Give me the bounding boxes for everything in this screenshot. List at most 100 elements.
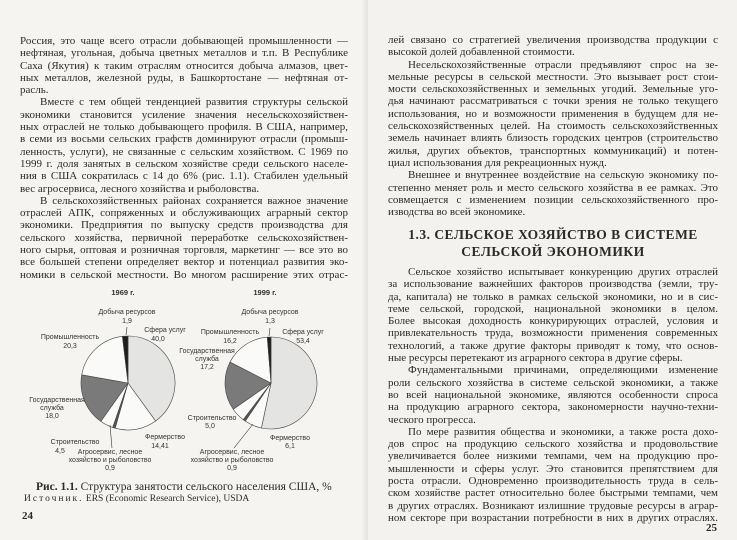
slice-services [261, 336, 318, 430]
text-line: дья начинают рассматриваться с точки зре… [388, 95, 718, 108]
value-farming: 6,1 [285, 443, 295, 450]
text-line: Более высокая доходность конкурирующих о… [388, 315, 718, 328]
right-body-text-bottom: Сельское хозяйство испытывает конкуренци… [388, 266, 718, 524]
text-line: технологий, а также другие факторы приво… [388, 339, 718, 352]
text-line: земель начинает влиять близость городски… [388, 132, 718, 145]
figure-source: Источник. ERS (Economic Research Service… [24, 494, 249, 504]
slice-industry [229, 336, 272, 384]
text-line: расль. [20, 84, 49, 97]
right-page: лей связано со стратегией увеличения про… [368, 0, 737, 540]
figure-caption-text: Структура занятости сельского населения … [80, 481, 332, 493]
pie-charts [80, 326, 318, 449]
slice-services [127, 335, 176, 422]
text-line: ные ресурсы перетекают из аграрного сект… [388, 352, 683, 365]
pie-1999-title: 1999 г. [253, 288, 277, 297]
value-services: 53,4 [296, 338, 310, 345]
text-line: номики в сельской местности. Во многом р… [20, 268, 348, 281]
value-agro: 0,9 [227, 465, 237, 472]
text-line: в других отраслях. Возникают излишние тр… [388, 499, 718, 512]
label-services: Сфера услуг [144, 327, 186, 334]
value-agro: 0,9 [105, 465, 115, 472]
label-industry: Промышленность [200, 329, 260, 336]
value-industry: 16,2 [223, 338, 237, 345]
value-construction: 5,0 [205, 423, 215, 430]
text-line: роли сельского хозяйства в системе сельс… [388, 376, 718, 389]
text-line: да, капитала) не только в рамках сельско… [388, 290, 718, 303]
pie-1969-title: 1969 г. [111, 288, 135, 297]
source-text: ERS (Economic Research Service), USDA [85, 494, 250, 504]
text-line: ния в США сократилась с 14 до 6% (рис. 1… [20, 170, 348, 183]
text-line: изводства во всей экономике. [388, 206, 526, 219]
text-line: степенно меняет роль и место сельского х… [388, 181, 718, 194]
slice-mining [122, 335, 129, 384]
section-heading-line-1: 1.3. СЕЛЬСКОЕ ХОЗЯЙСТВО В СИСТЕМЕ [408, 227, 698, 242]
slice-mining [266, 336, 272, 384]
label-mining: Добыча ресурсов [241, 309, 299, 316]
slice-government [224, 361, 272, 410]
label-agro-2: хозяйство и рыболовство [190, 457, 274, 464]
text-line: ного сырья, оптовая и розничная торговля… [20, 244, 348, 257]
value-government: 18,0 [45, 413, 59, 420]
text-line: за использование важнейших факторов прои… [388, 278, 718, 291]
text-line: ном секторе при возрастании потребности … [388, 511, 718, 524]
label-agro-2: хозяйство и рыболовство [68, 457, 152, 464]
text-line: ных металлов, железной руды, в Башкортос… [20, 71, 348, 84]
value-construction: 4,5 [55, 448, 65, 455]
text-line: Саха (Якутия) к таким отраслям относится… [20, 59, 348, 72]
text-line: ных отраслей не только добывающего профи… [20, 121, 348, 134]
text-line: Внешнее и внутреннее воздействие на сель… [408, 169, 718, 182]
text-line: жилья, других объектов, транспортных ком… [388, 144, 718, 157]
value-services: 40,0 [151, 336, 165, 343]
leader-line [268, 327, 271, 337]
value-farming: 14,41 [151, 443, 169, 450]
text-line: 1999 г. доля занятых в сельском хозяйств… [20, 157, 348, 170]
label-industry: Промышленность [40, 334, 100, 341]
text-line: на продукцию аграрного сектора, закономе… [388, 401, 718, 414]
page-number-left: 24 [22, 510, 33, 522]
label-government: Государственная [29, 397, 85, 404]
label-agro: Агросервис, лесное [77, 449, 143, 456]
label-mining: Добыча ресурсов [98, 309, 156, 316]
text-line: теме сельской, городской, национальной э… [388, 302, 718, 315]
text-line: Сельское хозяйство испытывает конкуренци… [408, 266, 718, 278]
text-line: По мере развития общества и экономики, а… [408, 425, 718, 438]
section-heading: 1.3. СЕЛЬСКОЕ ХОЗЯЙСТВО В СИСТЕМЕ СЕЛЬСК… [388, 226, 718, 260]
text-line: мости сельскохозяйственных и земельных у… [388, 83, 718, 96]
page-number-right: 25 [706, 522, 717, 534]
label-services: Сфера услуг [282, 329, 324, 336]
label-agro: Агросервис, лесное [199, 449, 265, 456]
text-line: мельные ресурсы в сельской местности. Эт… [388, 70, 718, 83]
text-line: вес агросервиса, лесного хозяйства и рыб… [20, 182, 260, 195]
text-line: экономики. Предприятия по выпуску средст… [20, 219, 348, 232]
text-line: нефтяная, угольная, добыча цветных метал… [20, 47, 348, 60]
figure-caption: Рис. 1.1. Структура занятости сельского … [36, 481, 332, 493]
label-farming: Фермерство [145, 434, 185, 441]
label-government-2: служба [40, 405, 64, 412]
text-line: все большей степени определяет вектор и … [20, 256, 348, 269]
section-heading-line-2: СЕЛЬСКОЙ ЭКОНОМИКИ [461, 244, 645, 259]
right-body-text-top: лей связано со стратегией увеличения про… [388, 34, 718, 218]
leader-line [233, 423, 254, 449]
figure-number: Рис. 1.1. [36, 481, 78, 493]
text-line: дов спрос на продукцию сельского хозяйст… [388, 438, 718, 451]
label-construction: Строительство [50, 439, 100, 446]
label-government-2: служба [195, 356, 219, 363]
text-line: привлекательность труда, возможности при… [388, 327, 718, 340]
text-line: роста отрасли. Одновременно производител… [388, 475, 718, 488]
text-line: экономики становится усиление значения н… [20, 108, 348, 121]
text-line: совмещается с изменением позиции сельско… [388, 193, 718, 206]
text-line: ческого прогресса. [388, 413, 476, 426]
text-line: Несельскохозяйственные отрасли предъявля… [408, 58, 718, 71]
text-line: в семи из восьми сельских графств домини… [20, 133, 348, 146]
text-line: ском хозяйстве растет относительно более… [388, 487, 718, 500]
text-line: высокой долей добавленной стоимости. [388, 46, 575, 59]
text-line: отраслей АПК, сопряженных и обслуживающи… [20, 207, 348, 220]
leader-line [109, 424, 113, 449]
text-line: сельскохозяйственных целей. На стоимость… [388, 120, 718, 133]
text-line: Россия, это чаще всего отрасли добывающе… [20, 35, 348, 47]
value-mining: 1,3 [265, 318, 275, 325]
text-line: Фундаментальными причинами, определяющим… [408, 364, 718, 377]
leader-line [125, 326, 128, 336]
label-government: Государственная [179, 348, 235, 355]
text-line: ленность, услуги), не связанные с сельск… [20, 145, 348, 158]
